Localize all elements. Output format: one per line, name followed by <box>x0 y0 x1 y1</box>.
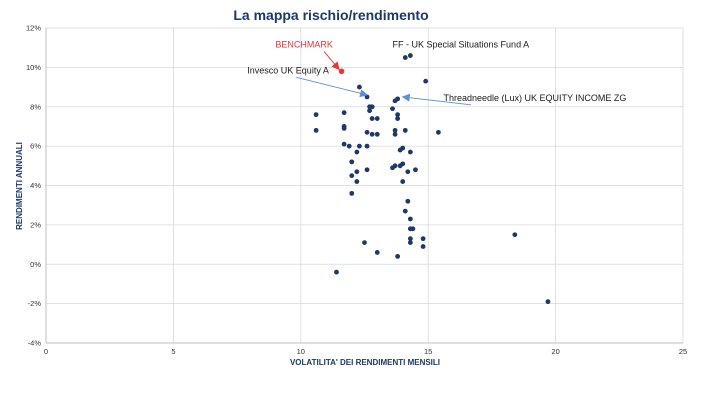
data-point <box>354 179 360 184</box>
x-axis-label: VOLATILITA' DEI RENDIMENTI MENSILI <box>290 358 440 367</box>
data-point <box>357 143 362 149</box>
data-point <box>341 110 347 116</box>
y-tick-label: 10% <box>26 63 41 72</box>
data-point <box>407 216 413 222</box>
annotation-arrow <box>401 93 471 106</box>
data-point <box>395 116 401 121</box>
data-point <box>410 226 416 232</box>
annotation-arrow <box>323 51 340 71</box>
y-tick-label: 4% <box>30 181 41 190</box>
annotations: BENCHMARK FF - UK Special Situations Fund… <box>247 40 626 106</box>
data-point <box>392 127 398 133</box>
data-point <box>346 143 352 149</box>
data-point <box>400 161 406 167</box>
x-tick-label: 5 <box>171 347 175 356</box>
data-point <box>369 104 375 110</box>
chart-title: La mappa rischio/rendimento <box>233 7 428 23</box>
data-point <box>402 208 408 214</box>
benchmark-point <box>338 68 345 75</box>
annotation-label: FF - UK Special Situations Fund A <box>393 40 530 50</box>
data-point <box>405 169 411 175</box>
data-points <box>313 53 551 305</box>
data-point <box>407 149 413 155</box>
data-point <box>367 108 372 114</box>
x-tick-label: 10 <box>297 347 305 356</box>
data-point <box>364 143 370 149</box>
y-tick-label: -4% <box>28 339 42 348</box>
data-point <box>369 116 375 121</box>
data-point <box>364 167 370 173</box>
y-tick-label: 0% <box>30 260 41 269</box>
data-point <box>364 129 370 135</box>
data-point <box>313 112 319 118</box>
data-point <box>374 250 380 255</box>
data-point <box>349 159 355 165</box>
data-point <box>334 269 339 275</box>
data-point <box>407 240 413 245</box>
data-point <box>420 244 426 249</box>
axes <box>45 28 683 344</box>
annotation-label: Invesco UK Equity A <box>247 65 329 75</box>
data-point <box>400 179 406 184</box>
data-point <box>413 167 418 173</box>
data-point <box>354 149 360 155</box>
data-point <box>313 127 319 133</box>
annotation-label: Threadneedle (Lux) UK EQUITY INCOME ZG <box>443 93 626 103</box>
y-tick-label: 8% <box>30 102 41 111</box>
data-point <box>405 198 411 204</box>
data-point <box>395 253 401 259</box>
data-point <box>407 53 413 58</box>
data-point <box>423 78 429 84</box>
y-axis-label: RENDIMENTI ANNUALI <box>15 142 24 230</box>
data-point <box>374 131 380 137</box>
data-point <box>407 236 413 242</box>
annotation-label: BENCHMARK <box>275 40 333 50</box>
data-point <box>395 112 401 118</box>
annotation-arrow <box>296 76 369 98</box>
data-point <box>354 169 360 175</box>
data-point <box>369 131 375 137</box>
data-point <box>357 84 362 90</box>
y-tick-label: 6% <box>30 142 41 151</box>
data-point <box>400 145 406 151</box>
x-tick-label: 0 <box>44 347 48 356</box>
y-tick-label: 12% <box>26 24 41 33</box>
data-point <box>395 96 401 102</box>
data-point <box>402 55 408 60</box>
y-tick-label: -2% <box>28 299 42 308</box>
data-point <box>545 299 551 305</box>
data-point <box>512 232 518 238</box>
y-tick-label: 2% <box>30 220 41 229</box>
data-point <box>420 236 426 242</box>
data-point <box>349 173 355 179</box>
data-point <box>374 116 380 121</box>
data-point <box>392 131 398 137</box>
data-point <box>341 126 347 131</box>
data-point <box>435 129 441 135</box>
x-tick-label: 25 <box>679 347 687 356</box>
data-point <box>390 106 395 112</box>
data-point <box>349 190 355 196</box>
data-point <box>362 240 367 245</box>
data-point <box>364 94 370 100</box>
data-point <box>402 127 408 133</box>
data-point <box>392 163 398 169</box>
tick-labels: -4% -2% 0% 2% 4% 6% 8% 10% 12% 0 5 10 15 20 25 <box>26 24 687 357</box>
x-tick-label: 20 <box>551 347 559 356</box>
data-point <box>341 141 347 147</box>
x-tick-label: 15 <box>424 347 432 356</box>
grid-lines <box>46 27 684 344</box>
